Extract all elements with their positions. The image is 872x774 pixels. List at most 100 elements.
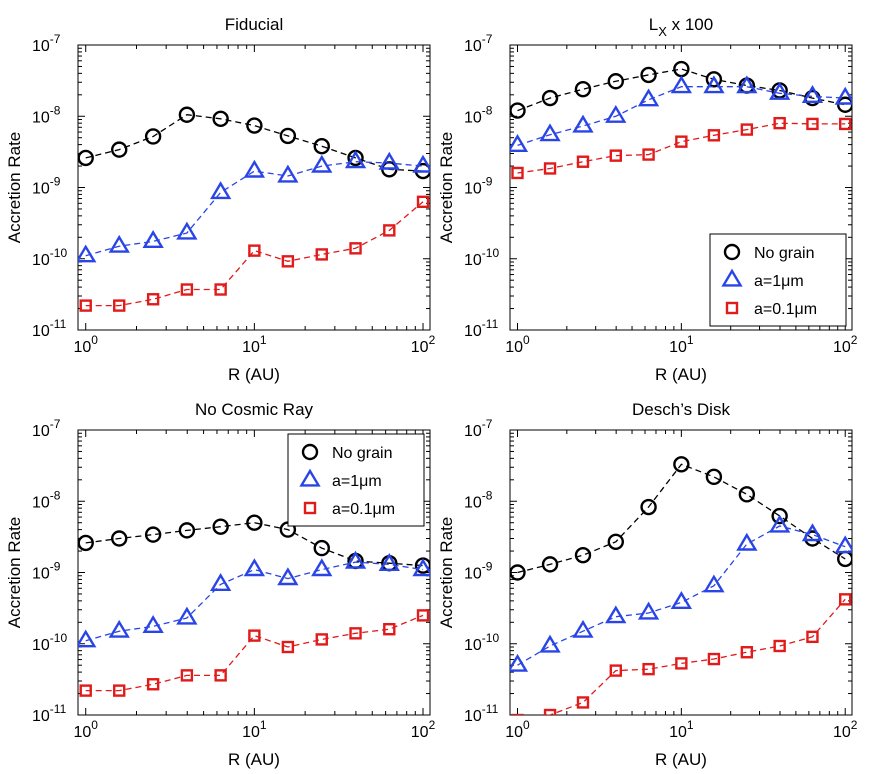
y-tick-label: 10-10 bbox=[32, 246, 67, 269]
data-point-a1um bbox=[736, 532, 758, 551]
data-point-a01um bbox=[707, 129, 721, 142]
y-tick-label: 10-7 bbox=[32, 32, 61, 55]
data-point-a01um bbox=[113, 684, 126, 697]
data-point-no-grain bbox=[144, 526, 162, 543]
data-point-no-grain bbox=[574, 80, 592, 98]
y-axis-label: Accretion Rate bbox=[5, 132, 24, 244]
data-point-a1um bbox=[834, 535, 852, 554]
data-point-a1um bbox=[108, 619, 130, 638]
y-tick-label: 10-8 bbox=[464, 103, 493, 126]
data-point-no-grain bbox=[212, 110, 229, 128]
x-axis-label: R (AU) bbox=[655, 750, 707, 769]
data-point-a01um bbox=[543, 708, 557, 715]
data-point-a01um bbox=[416, 195, 430, 208]
data-point-no-grain bbox=[313, 539, 330, 557]
y-tick-label: 10-8 bbox=[32, 103, 61, 126]
data-point-a1um bbox=[801, 85, 824, 104]
data-point-a01um bbox=[806, 630, 819, 644]
data-point-a01um bbox=[543, 162, 557, 175]
data-point-a1um bbox=[209, 181, 232, 200]
y-axis-label: Accretion Rate bbox=[5, 517, 24, 629]
x-tick-label: 101 bbox=[242, 333, 267, 356]
data-point-no-grain bbox=[246, 117, 263, 134]
y-tick-labels: 10-11 10-10 10-9 10-8 10-7 bbox=[464, 417, 499, 725]
y-tick-label: 10-9 bbox=[464, 175, 493, 198]
series-line-a01um bbox=[517, 122, 846, 174]
data-point-a01um bbox=[349, 242, 362, 255]
data-point-a1um bbox=[605, 605, 627, 624]
data-point-no-grain bbox=[640, 498, 657, 516]
y-tick-label: 10-11 bbox=[464, 702, 499, 725]
data-point-no-grain bbox=[738, 486, 756, 503]
data-point-a1um bbox=[572, 619, 594, 638]
x-tick-labels: 100 101 102 bbox=[505, 718, 858, 741]
chart-title: Fiducial bbox=[225, 15, 284, 34]
x-tick-labels: 100 101 102 bbox=[73, 333, 435, 356]
data-point-a01um bbox=[773, 639, 786, 653]
data-point-a01um bbox=[113, 299, 126, 312]
data-point-a01um bbox=[383, 623, 396, 636]
data-point-no-grain bbox=[574, 546, 592, 564]
y-tick-labels: 10-11 10-10 10-9 10-8 10-7 bbox=[464, 32, 499, 340]
data-point-a1um bbox=[670, 591, 693, 609]
y-tick-label: 10-7 bbox=[464, 32, 493, 55]
data-point-a01um bbox=[315, 248, 328, 261]
data-point-a1um bbox=[176, 606, 198, 625]
data-point-no-grain bbox=[705, 71, 723, 88]
data-point-a1um bbox=[572, 114, 594, 133]
data-point-a01um bbox=[675, 135, 688, 148]
legend-marker-no-grain bbox=[723, 243, 741, 261]
data-point-a01um bbox=[416, 609, 430, 622]
y-tick-label: 10-7 bbox=[32, 417, 61, 440]
axes-frame bbox=[509, 429, 853, 716]
data-point-no-grain bbox=[178, 106, 196, 123]
x-tick-labels: 100 101 102 bbox=[73, 718, 435, 741]
data-point-a01um bbox=[609, 664, 622, 677]
data-point-a01um bbox=[773, 116, 786, 130]
data-point-a01um bbox=[576, 155, 590, 168]
legend-marker-no-grain bbox=[301, 443, 319, 461]
data-point-no-grain bbox=[111, 530, 128, 547]
legend: No grain a=1μm a=0.1μm bbox=[709, 233, 847, 327]
data-point-a1um bbox=[209, 573, 232, 591]
y-tick-label: 10-8 bbox=[464, 488, 493, 511]
data-point-no-grain bbox=[673, 60, 690, 78]
data-point-a1um bbox=[510, 134, 529, 153]
tick-marks bbox=[509, 429, 852, 716]
data-point-a1um bbox=[539, 123, 561, 142]
data-point-a1um bbox=[703, 574, 725, 593]
plot-area bbox=[510, 60, 852, 180]
data-point-a01um bbox=[511, 166, 524, 180]
y-tick-label: 10-9 bbox=[32, 560, 61, 583]
x-tick-label: 100 bbox=[73, 333, 98, 356]
data-point-a01um bbox=[740, 646, 754, 659]
data-point-a01um bbox=[146, 678, 160, 691]
series-line-a01um bbox=[545, 598, 846, 715]
data-point-no-grain bbox=[313, 137, 330, 155]
data-point-a01um bbox=[214, 669, 227, 682]
x-tick-label: 101 bbox=[242, 718, 267, 741]
data-point-no-grain bbox=[111, 141, 128, 158]
y-tick-labels: 10-11 10-10 10-9 10-8 10-7 bbox=[32, 417, 67, 725]
tick-marks bbox=[77, 429, 430, 716]
data-point-no-grain bbox=[78, 149, 94, 167]
y-tick-label: 10-7 bbox=[464, 417, 493, 440]
y-tick-label: 10-11 bbox=[464, 317, 499, 340]
tick-marks bbox=[509, 44, 852, 331]
legend-label-a1um: a=1μm bbox=[332, 473, 382, 490]
data-point-a01um bbox=[248, 244, 261, 257]
x-tick-label: 102 bbox=[411, 333, 436, 356]
data-point-no-grain bbox=[837, 550, 852, 568]
series-line-a1um bbox=[85, 161, 424, 257]
x-tick-label: 101 bbox=[669, 333, 694, 356]
data-point-a1um bbox=[243, 558, 266, 577]
data-point-a1um bbox=[703, 75, 725, 94]
data-point-a01um bbox=[707, 652, 721, 666]
data-point-no-grain bbox=[607, 73, 624, 90]
y-axis-label: Accretion Rate bbox=[437, 132, 456, 244]
panel-1: 100 101 102 10-11 10-10 10-9 10-8 10-7 R (AU) Acc… bbox=[5, 15, 436, 384]
data-point-a1um bbox=[801, 523, 824, 542]
data-point-a01um bbox=[740, 123, 754, 136]
x-axis-label: R (AU) bbox=[228, 365, 280, 384]
data-point-a01um bbox=[79, 684, 92, 697]
